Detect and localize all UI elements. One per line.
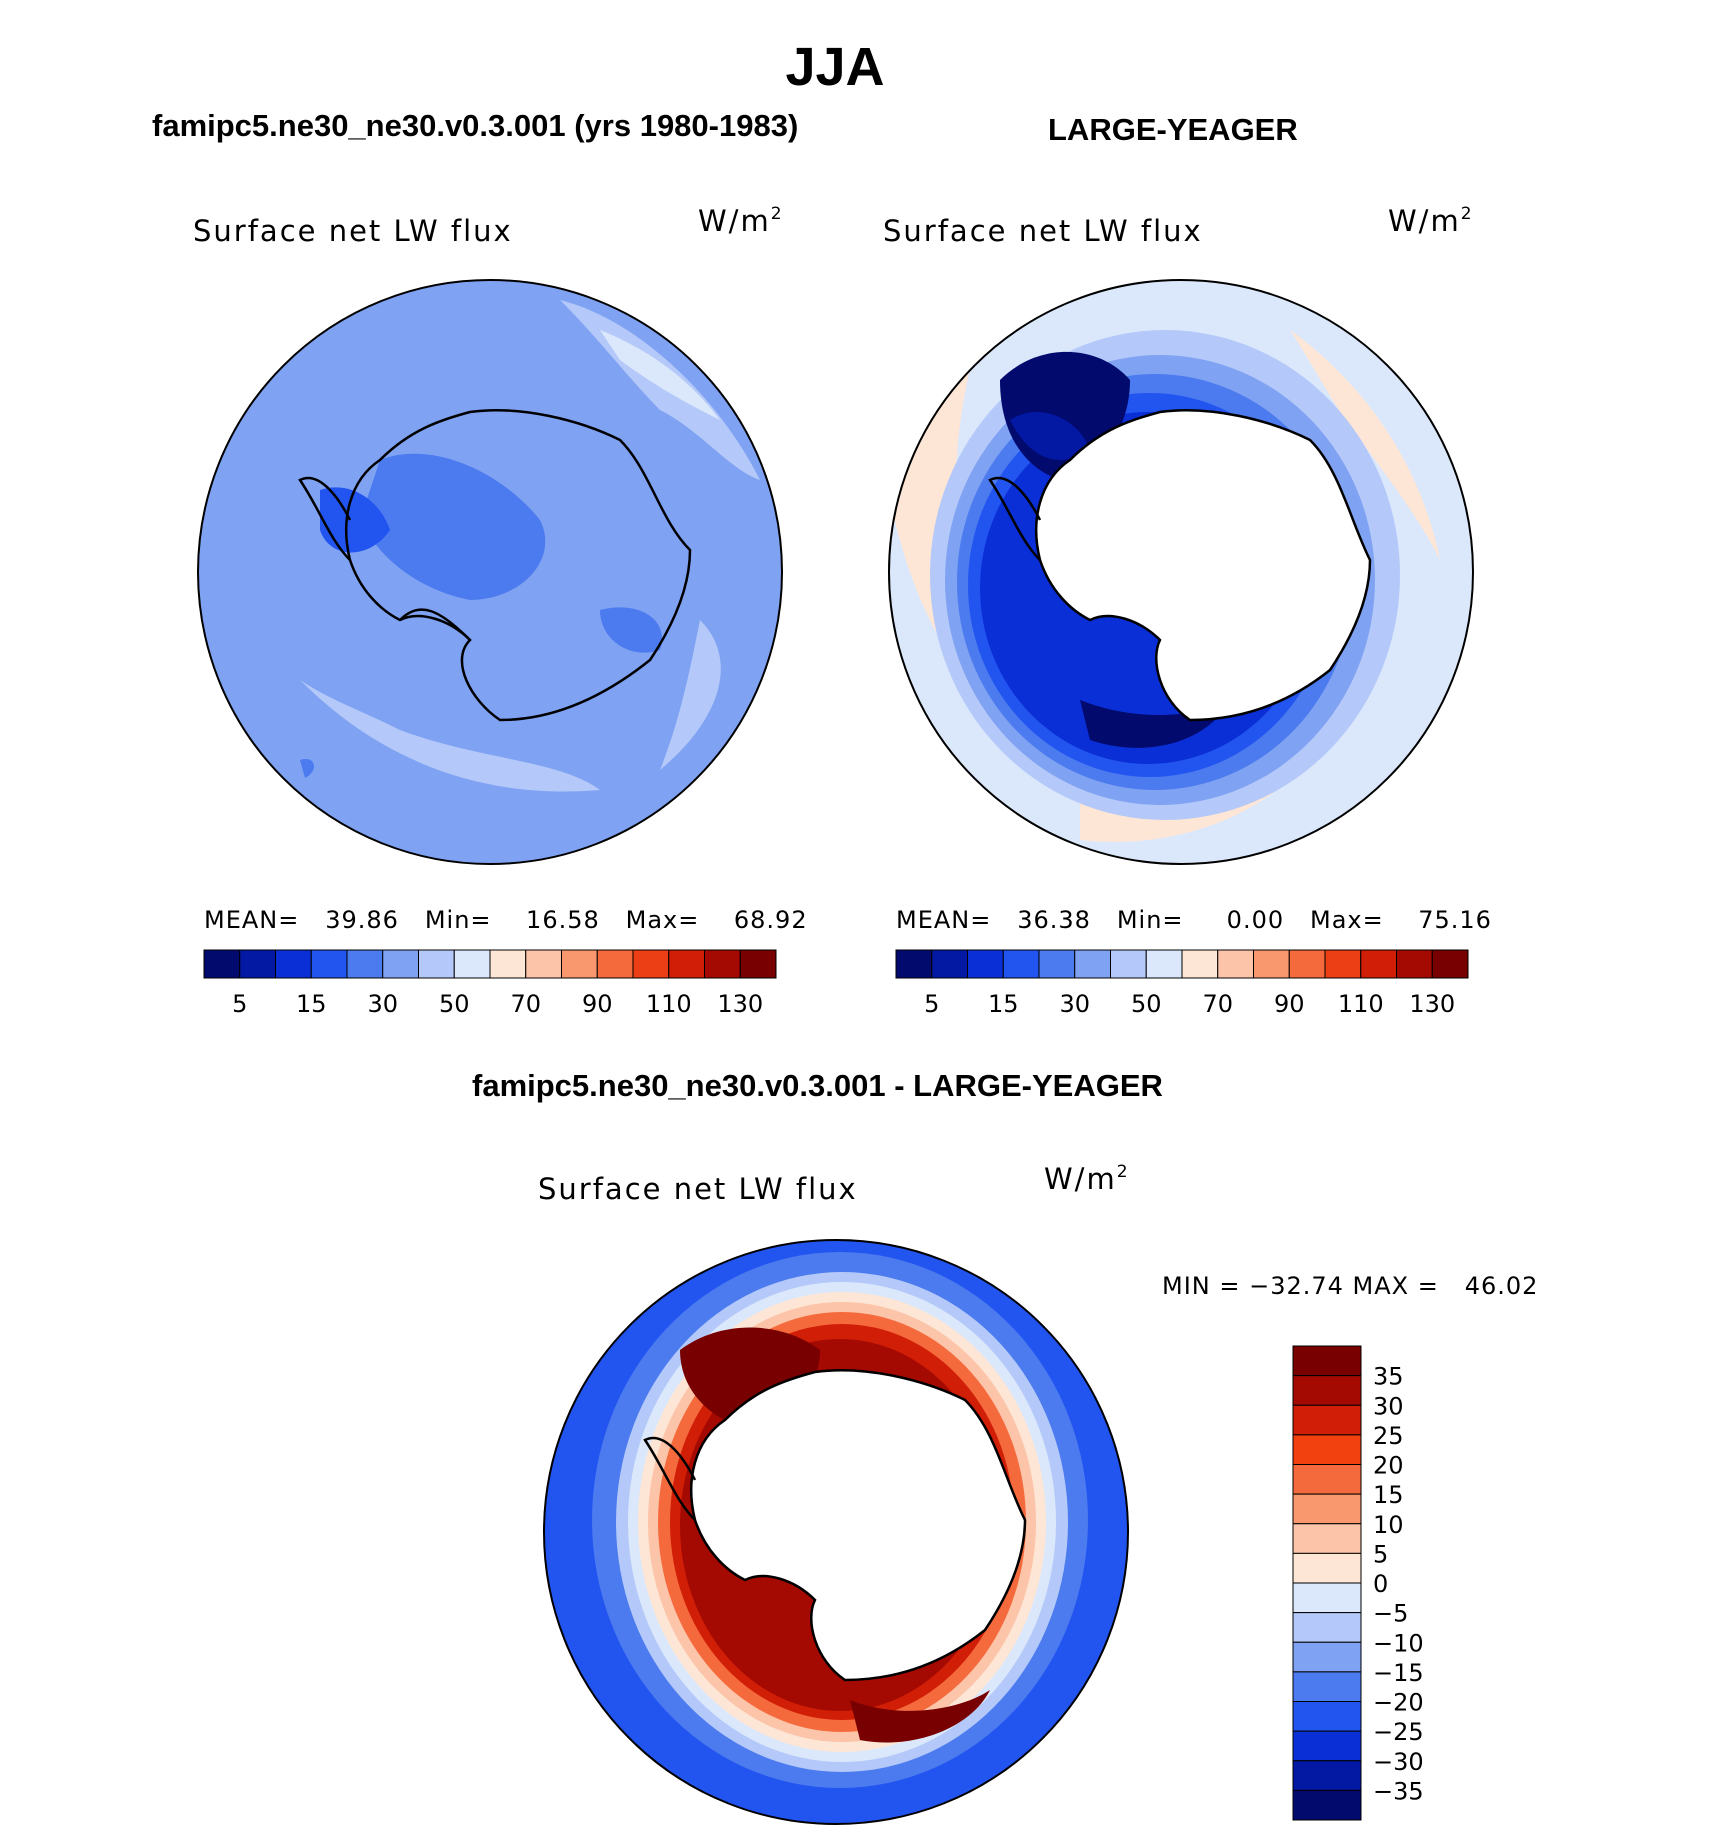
diff-colorbar-tick-label: 20 [1373, 1452, 1404, 1480]
obs-colorbar-swatch [895, 949, 933, 979]
obs-colorbar-swatch [967, 949, 1004, 979]
diff-colorbar-tick-label: −15 [1373, 1659, 1424, 1687]
obs-colorbar-swatch [1217, 949, 1254, 979]
diff-colorbar-swatch [1292, 1730, 1362, 1762]
model-colorbar: 5 15 30 50 70 90 110 130 [203, 949, 777, 1018]
model-units-label: W/m2 [698, 204, 782, 238]
model-colorbar-swatch [418, 949, 455, 979]
obs-colorbar-tick-label: 30 [1059, 990, 1090, 1018]
diff-map [543, 1239, 1129, 1825]
model-colorbar-swatch [632, 949, 670, 979]
diff-colorbar-tick-label: 30 [1373, 1392, 1404, 1420]
diff-colorbar-tick-label: 10 [1373, 1511, 1404, 1539]
obs-variable-label: Surface net LW flux [883, 214, 1203, 248]
obs-colorbar-swatch [1396, 949, 1433, 979]
obs-colorbar-swatch [1110, 949, 1147, 979]
model-colorbar-swatch [453, 949, 491, 979]
model-colorbar-swatch [561, 949, 598, 979]
diff-colorbar-swatch [1292, 1434, 1362, 1465]
model-colorbar-swatch [596, 949, 634, 979]
model-colorbar-tick-label: 70 [510, 990, 541, 1018]
diff-units-label: W/m2 [1044, 1162, 1128, 1196]
model-colorbar-tick-label: 15 [296, 990, 327, 1018]
diff-colorbar-swatch [1292, 1464, 1362, 1495]
obs-colorbar-tick-label: 5 [924, 990, 939, 1018]
diff-colorbar-tick-label: 0 [1373, 1570, 1388, 1598]
obs-colorbar-tick-label: 15 [988, 990, 1019, 1018]
obs-map [888, 279, 1474, 865]
diff-stats: MIN = −32.74 MAX = 46.02 [1162, 1272, 1539, 1300]
obs-colorbar-swatch [1253, 949, 1290, 979]
diff-colorbar-tick-label: −20 [1373, 1689, 1424, 1717]
diff-colorbar-swatch [1292, 1789, 1362, 1821]
obs-stats: MEAN= 36.38 Min= 0.00 Max= 75.16 [896, 906, 1492, 934]
model-colorbar-tick-label: 110 [646, 990, 692, 1018]
obs-colorbar-tick-label: 110 [1338, 990, 1384, 1018]
diff-colorbar-tick-label: −5 [1373, 1600, 1408, 1628]
diff-colorbar-swatch [1292, 1760, 1362, 1791]
model-colorbar-swatch [739, 949, 777, 979]
diff-colorbar-swatch [1292, 1641, 1362, 1673]
diff-colorbar-tick-label: 35 [1373, 1363, 1404, 1391]
obs-colorbar-swatch [1288, 949, 1326, 979]
model-colorbar-swatch [525, 949, 562, 979]
obs-units-label: W/m2 [1388, 204, 1472, 238]
obs-colorbar-swatch [931, 949, 968, 979]
model-colorbar-tick-label: 5 [232, 990, 247, 1018]
diff-colorbar-tick-label: −30 [1373, 1748, 1424, 1776]
model-colorbar-swatch [239, 949, 276, 979]
obs-colorbar: 5 15 30 50 70 90 110 130 [895, 949, 1469, 1018]
diff-colorbar-swatch [1292, 1345, 1362, 1377]
model-variable-label: Surface net LW flux [193, 214, 513, 248]
obs-colorbar-swatch [1038, 949, 1076, 979]
diff-colorbar-tick-label: −25 [1373, 1718, 1424, 1746]
obs-colorbar-tick-label: 90 [1274, 990, 1305, 1018]
model-map [197, 279, 783, 865]
obs-colorbar-swatch [1002, 949, 1040, 979]
diff-panel-title: famipc5.ne30_ne30.v0.3.001 - LARGE-YEAGE… [472, 1068, 1163, 1103]
obs-colorbar-swatch [1324, 949, 1362, 979]
model-colorbar-swatch [310, 949, 348, 979]
diff-colorbar-swatch [1292, 1612, 1362, 1643]
model-colorbar-swatch [668, 949, 705, 979]
main-title: JJA [785, 37, 885, 97]
diff-colorbar-swatch [1292, 1375, 1362, 1406]
obs-colorbar-swatch [1431, 949, 1469, 979]
model-colorbar-swatch [382, 949, 419, 979]
obs-panel-title: LARGE-YEAGER [1048, 112, 1298, 147]
model-colorbar-tick-label: 90 [582, 990, 613, 1018]
diff-colorbar-swatch [1292, 1552, 1362, 1584]
diff-colorbar-swatch [1292, 1701, 1362, 1732]
diff-colorbar-swatch [1292, 1582, 1362, 1614]
model-colorbar-swatch [346, 949, 384, 979]
model-panel-title: famipc5.ne30_ne30.v0.3.001 (yrs 1980-198… [152, 108, 799, 143]
model-colorbar-swatch [704, 949, 741, 979]
obs-colorbar-swatch [1181, 949, 1219, 979]
diff-colorbar-swatch [1292, 1671, 1362, 1702]
model-stats: MEAN= 39.86 Min= 16.58 Max= 68.92 [204, 906, 808, 934]
model-colorbar-tick-label: 50 [439, 990, 470, 1018]
model-colorbar-swatch [489, 949, 527, 979]
obs-colorbar-tick-label: 70 [1202, 990, 1233, 1018]
diff-colorbar-tick-label: −10 [1373, 1629, 1424, 1657]
model-colorbar-tick-label: 30 [367, 990, 398, 1018]
diff-colorbar-swatch [1292, 1523, 1362, 1554]
diff-colorbar-swatch [1292, 1404, 1362, 1436]
diff-colorbar-tick-label: 15 [1373, 1481, 1404, 1509]
diff-colorbar-tick-label: −35 [1373, 1777, 1424, 1805]
model-colorbar-swatch [203, 949, 241, 979]
diff-colorbar-swatch [1292, 1493, 1362, 1525]
obs-colorbar-swatch [1145, 949, 1183, 979]
diff-colorbar-tick-label: 5 [1373, 1540, 1388, 1568]
model-colorbar-tick-label: 130 [717, 990, 763, 1018]
diff-colorbar-tick-label: 25 [1373, 1422, 1404, 1450]
model-colorbar-swatch [275, 949, 312, 979]
obs-colorbar-tick-label: 50 [1131, 990, 1162, 1018]
diff-variable-label: Surface net LW flux [538, 1172, 858, 1206]
obs-colorbar-tick-label: 130 [1409, 990, 1455, 1018]
obs-colorbar-swatch [1360, 949, 1397, 979]
obs-colorbar-swatch [1074, 949, 1111, 979]
